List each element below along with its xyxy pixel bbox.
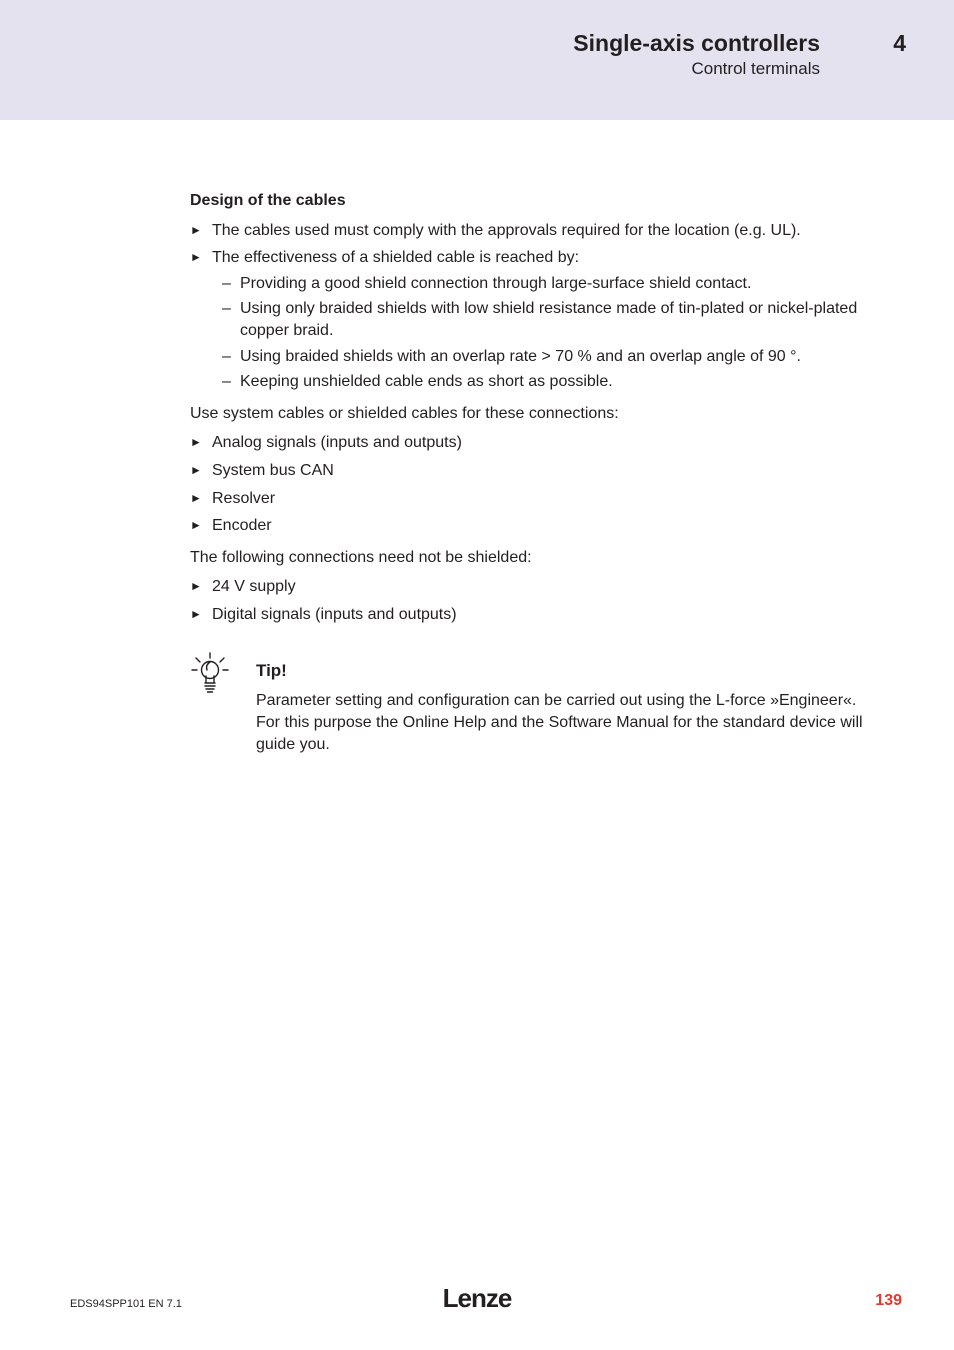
design-sublist: Providing a good shield connection throu… (212, 273, 870, 393)
shielded-item: Resolver (190, 488, 870, 510)
shielded-item: System bus CAN (190, 460, 870, 482)
not-shielded-text: The following connections need not be sh… (190, 547, 870, 569)
content-body: Design of the cables The cables used mus… (190, 190, 870, 755)
footer-logo: Lenze (443, 1283, 512, 1314)
design-heading: Design of the cables (190, 190, 870, 212)
not-shielded-item: 24 V supply (190, 576, 870, 598)
not-shielded-list: 24 V supply Digital signals (inputs and … (190, 576, 870, 625)
header-band: Single-axis controllers Control terminal… (0, 0, 954, 120)
lightbulb-icon (190, 652, 230, 694)
design-subitem: Using only braided shields with low shie… (212, 298, 870, 341)
design-subitem: Using braided shields with an overlap ra… (212, 346, 870, 368)
design-item-text: The effectiveness of a shielded cable is… (212, 249, 579, 266)
not-shielded-item: Digital signals (inputs and outputs) (190, 604, 870, 626)
footer: EDS94SPP101 EN 7.1 Lenze 139 (0, 1282, 954, 1310)
design-item-text: The cables used must comply with the app… (212, 222, 801, 239)
tip-block: Tip! Parameter setting and configuration… (190, 652, 870, 756)
chapter-number: 4 (893, 30, 906, 57)
tip-text: Parameter setting and configuration can … (256, 690, 870, 755)
header-titles: Single-axis controllers Control terminal… (573, 30, 820, 79)
shielded-item: Encoder (190, 515, 870, 537)
footer-page-number: 139 (875, 1292, 902, 1310)
design-item: The cables used must comply with the app… (190, 220, 870, 242)
design-subitem: Providing a good shield connection throu… (212, 273, 870, 295)
footer-doc-id: EDS94SPP101 EN 7.1 (70, 1298, 182, 1310)
shielded-item: Analog signals (inputs and outputs) (190, 432, 870, 454)
design-subitem: Keeping unshielded cable ends as short a… (212, 371, 870, 393)
design-list: The cables used must comply with the app… (190, 220, 870, 393)
shielded-list: Analog signals (inputs and outputs) Syst… (190, 432, 870, 536)
header-subtitle: Control terminals (573, 59, 820, 79)
header-title: Single-axis controllers (573, 30, 820, 57)
use-system-text: Use system cables or shielded cables for… (190, 403, 870, 425)
tip-body: Tip! Parameter setting and configuration… (256, 652, 870, 756)
design-item: The effectiveness of a shielded cable is… (190, 247, 870, 393)
tip-heading: Tip! (256, 652, 870, 683)
